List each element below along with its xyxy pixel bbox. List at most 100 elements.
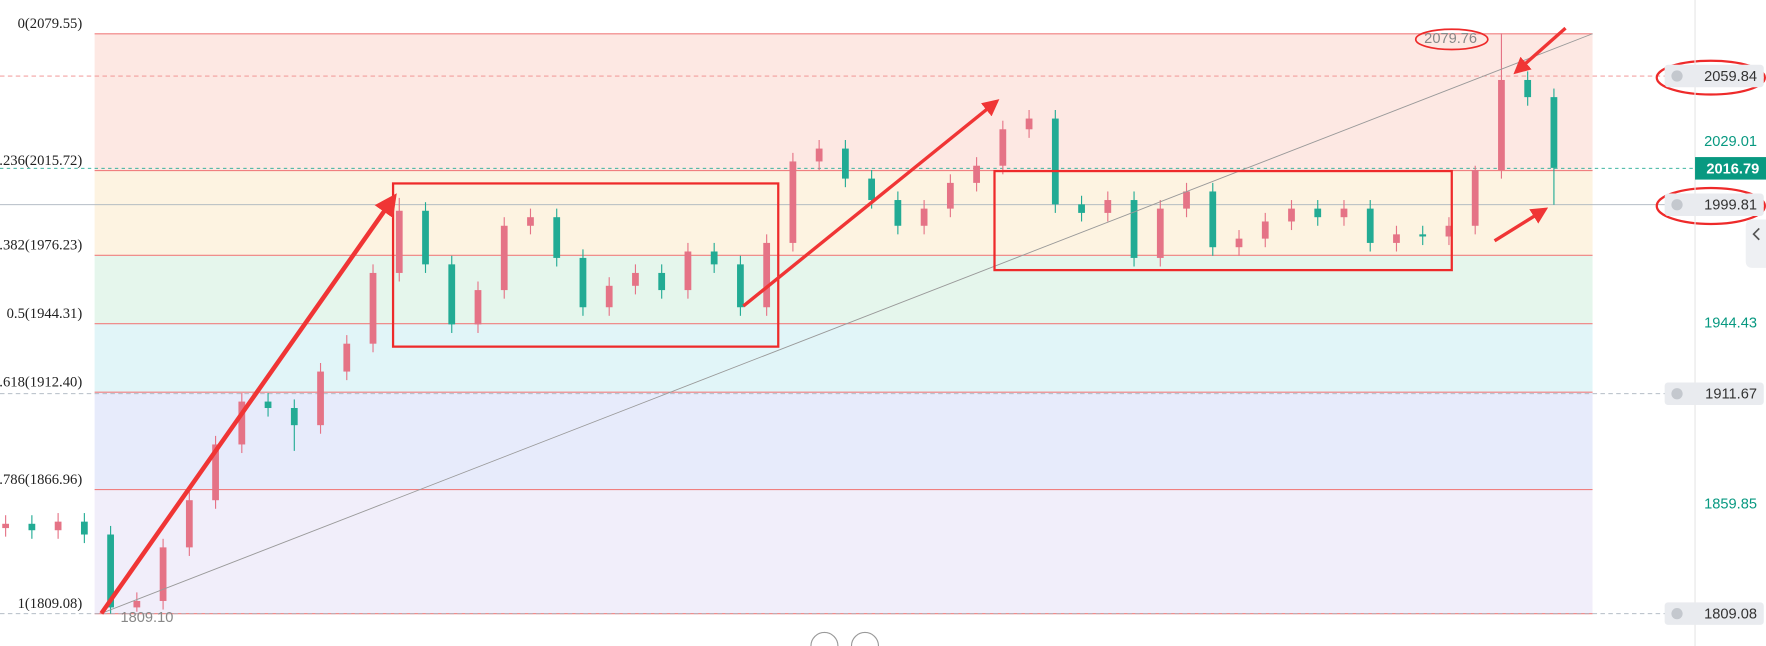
fib-band (94, 489, 1593, 614)
alert-label: 1999.81 (1704, 198, 1757, 214)
candle-body (28, 523, 36, 531)
fib-band (94, 392, 1593, 490)
candle-body (999, 129, 1007, 166)
candle-body (264, 401, 272, 409)
candle-body (1078, 204, 1085, 213)
candle-body (474, 290, 482, 325)
arrow (99, 193, 397, 615)
candle-body (842, 148, 849, 179)
labels: 0(2079.55) .236(2015.72) .382(1976.23) 0.5(… (0, 16, 1766, 626)
fib-label: .382(1976.23) (0, 238, 82, 254)
highlight-ellipse (1414, 28, 1489, 51)
low-label: 1809.10 (121, 610, 174, 626)
annotations (99, 26, 1766, 615)
alert-bell (1671, 608, 1683, 620)
highlight-ellipse (1655, 186, 1766, 226)
arrow (1493, 207, 1549, 243)
candle-body (1288, 208, 1295, 222)
fib-label: .618(1912.40) (0, 375, 82, 391)
current-price-box (1695, 157, 1766, 180)
high-label: 2079.76 (1424, 31, 1477, 47)
candle-body (920, 208, 928, 226)
candle-body (946, 182, 954, 209)
candle-body (317, 371, 324, 426)
alert-bell (1671, 388, 1683, 400)
highlight-ellipse (1655, 59, 1766, 96)
candle-body (1051, 118, 1059, 205)
candle-body (1340, 208, 1348, 218)
fib-band (94, 255, 1593, 324)
candle-body (133, 600, 141, 608)
side-tab[interactable] (1745, 219, 1766, 268)
range-box (993, 169, 1453, 272)
candle-body (737, 264, 744, 308)
alert-box (1664, 602, 1764, 625)
candle-body (212, 444, 219, 501)
axis-label: 1944.43 (1704, 315, 1757, 331)
alert-bell (1671, 70, 1683, 82)
alert-label: 1911.67 (1705, 387, 1757, 403)
candle-body (1209, 191, 1217, 248)
candle-body (815, 148, 823, 162)
candle-body (1419, 234, 1427, 237)
fib-label: .236(2015.72) (0, 153, 82, 169)
candle-body (1156, 208, 1164, 258)
alert-label: 2059.84 (1704, 69, 1757, 85)
candle-body (238, 401, 246, 445)
candle-body (789, 161, 797, 243)
alert-box (1664, 382, 1764, 405)
candle-body (1130, 200, 1138, 258)
candle-body (973, 165, 980, 183)
candle-body (1445, 225, 1453, 237)
candle-body (1183, 191, 1190, 209)
candle-body (1550, 97, 1558, 168)
candle-body (605, 285, 613, 308)
axis-label: 2029.01 (1704, 134, 1757, 150)
side-tab-icon (1752, 227, 1760, 241)
alert-label: 1809.08 (1704, 607, 1757, 623)
candle-body (1314, 208, 1322, 218)
candle-body (422, 210, 429, 265)
candle-body (448, 264, 456, 325)
candle-body (1471, 170, 1479, 226)
candle-body (894, 200, 902, 226)
candle-body (1235, 238, 1243, 248)
current-price-label: 2016.79 (1706, 161, 1759, 177)
candles (2, 33, 1558, 614)
candle-body (1498, 79, 1505, 171)
candle-body (1366, 208, 1374, 243)
candle-body (1524, 79, 1532, 98)
fib-band (94, 33, 1593, 171)
alert-box (1664, 64, 1764, 88)
candle-body (159, 547, 167, 601)
fib-label: 0.5(1944.31) (7, 306, 83, 322)
candle-body (684, 251, 692, 291)
candle-body (2, 523, 10, 529)
candle-body (369, 272, 377, 344)
arrow (742, 99, 1000, 308)
candle-body (710, 251, 718, 265)
candle-body (395, 210, 403, 273)
candle-body (80, 521, 88, 535)
candle-body (579, 257, 587, 308)
candle-body (527, 217, 534, 226)
candle-body (553, 217, 561, 258)
candle-body (658, 272, 666, 291)
nav-button[interactable] (810, 631, 839, 646)
nav-button[interactable] (850, 631, 880, 646)
fib-label: 1(1809.08) (18, 596, 83, 612)
candle-body (1025, 118, 1033, 130)
candle-body (107, 534, 114, 608)
trend-line (101, 33, 1593, 614)
axis-label: 1859.85 (1704, 497, 1757, 513)
candle-body (1261, 221, 1269, 239)
candle-body (54, 521, 62, 531)
range-box (391, 182, 780, 348)
candle-body (632, 272, 639, 286)
candle-body (185, 500, 193, 548)
alert-box (1664, 193, 1764, 216)
price-axis (810, 0, 1766, 646)
